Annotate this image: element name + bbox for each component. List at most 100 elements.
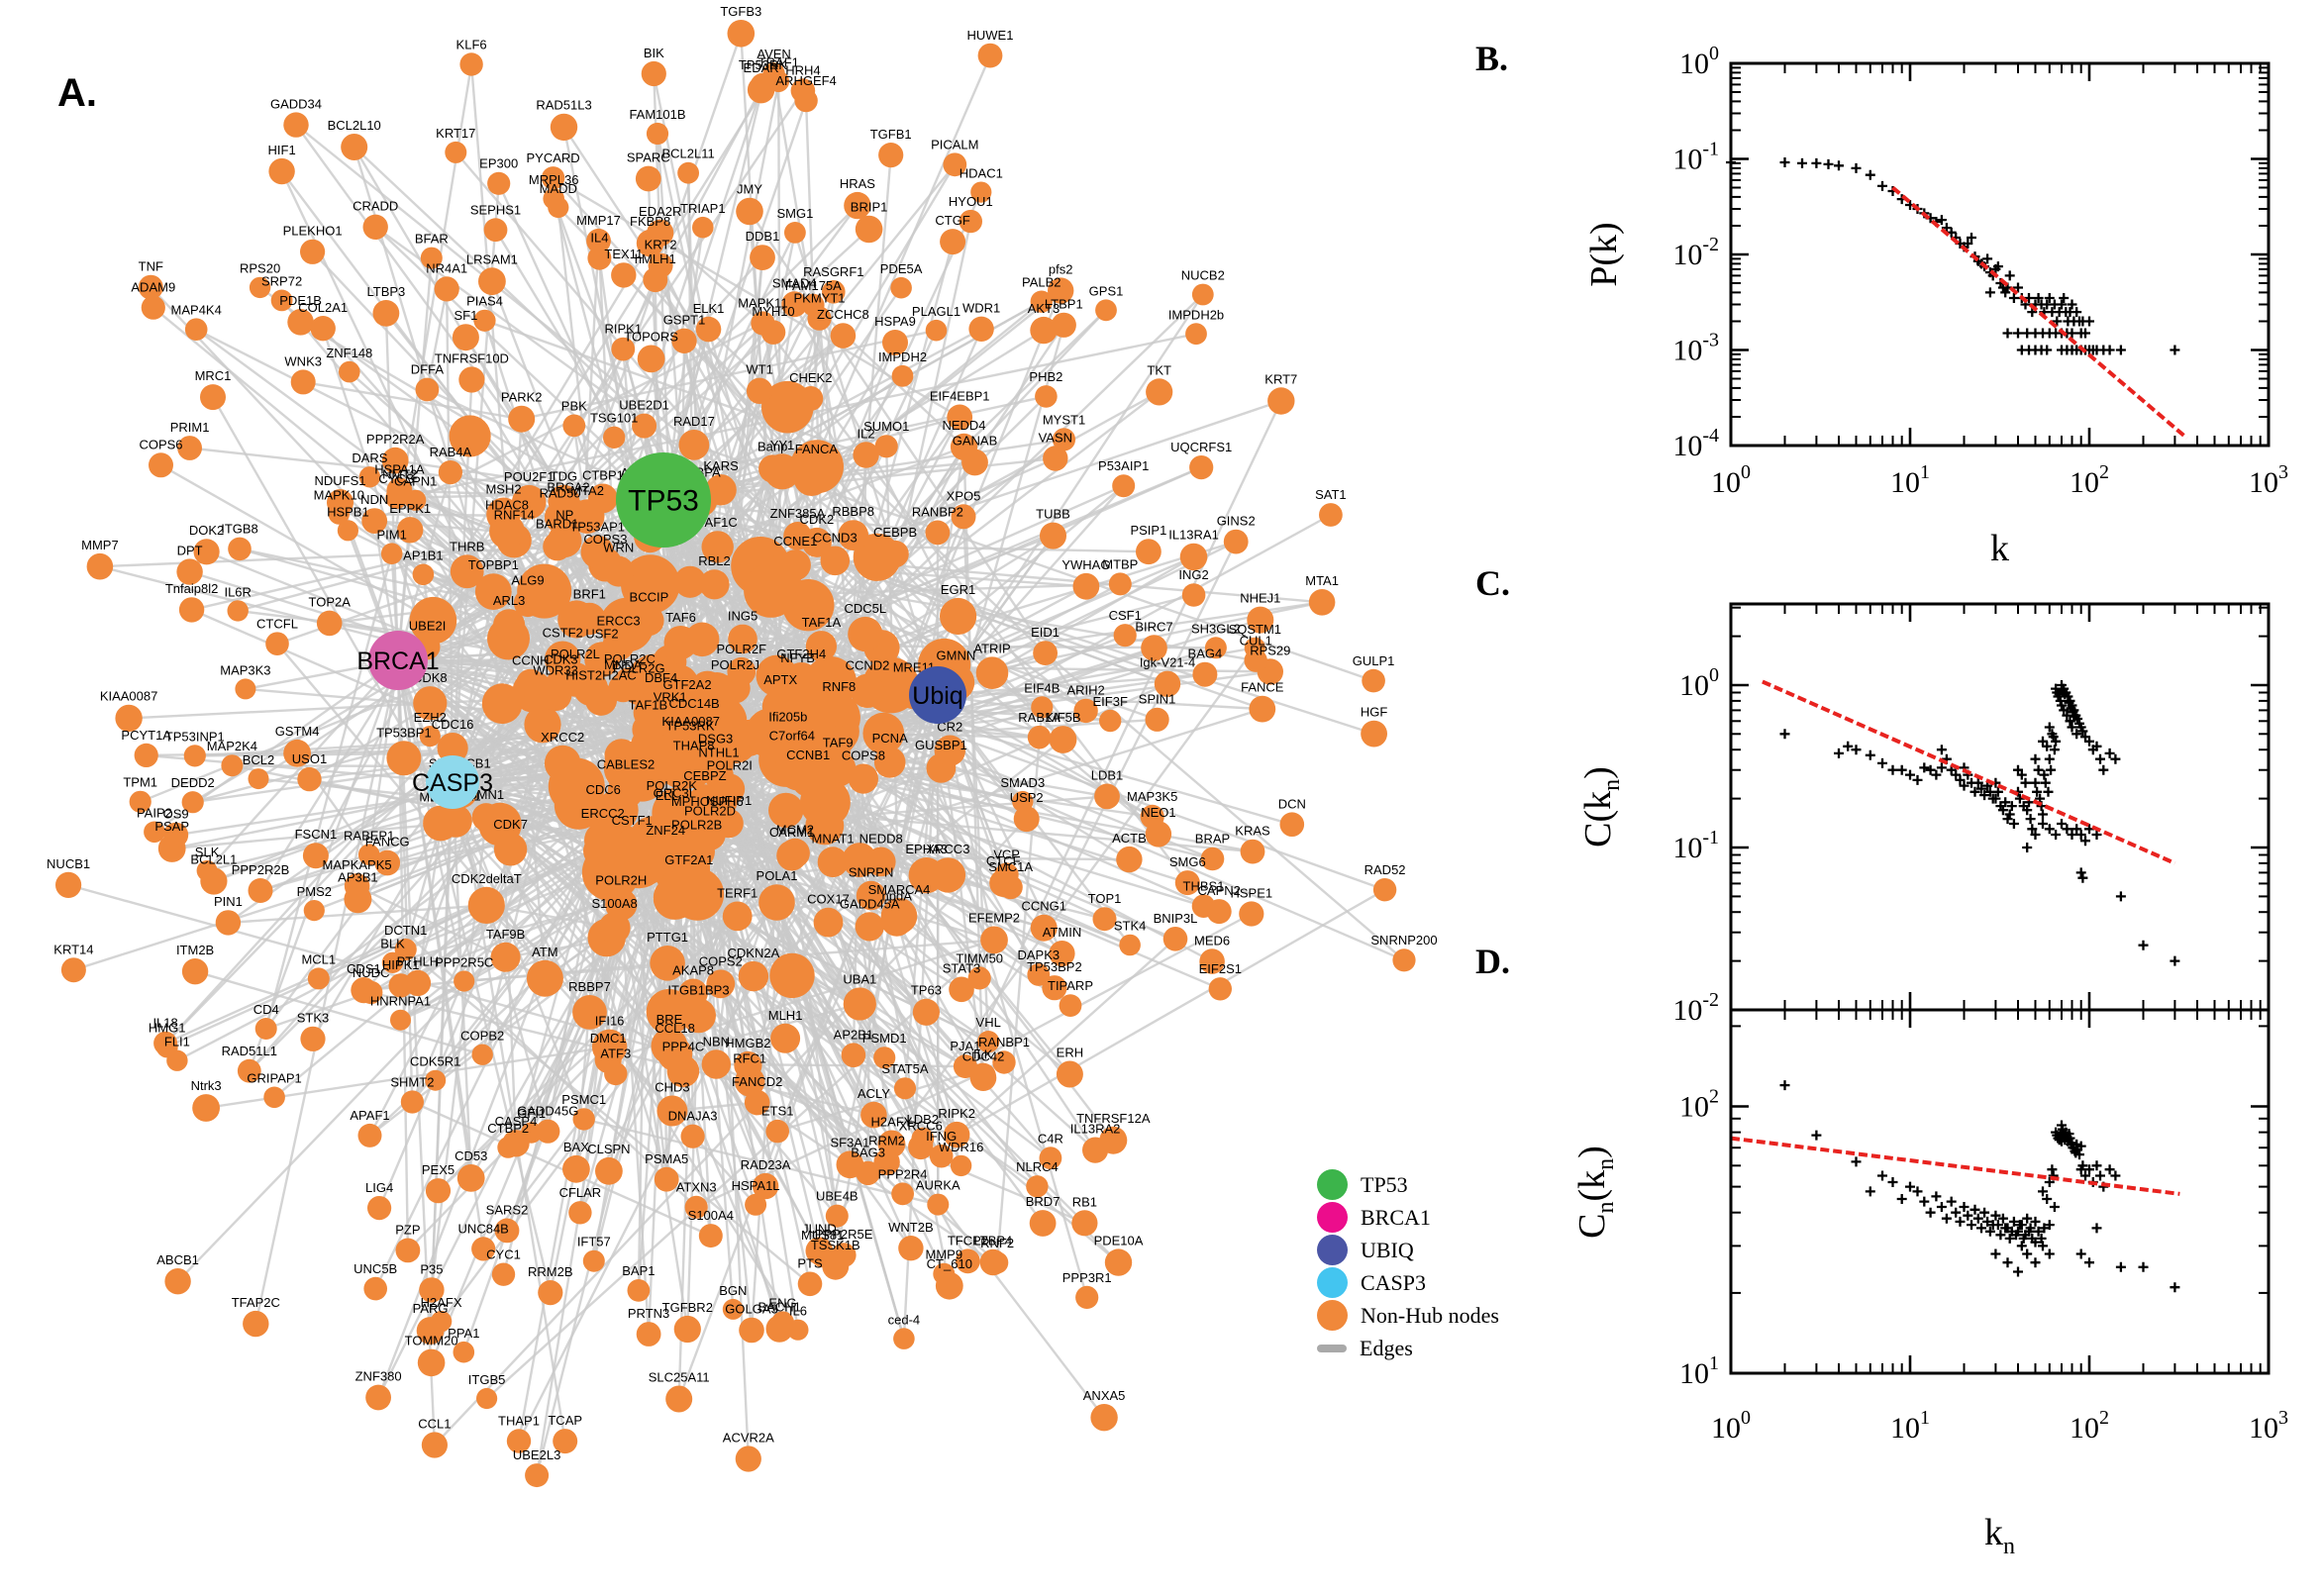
node-label: PTS [797,1256,823,1271]
node-label: PLEKHO1 [283,224,343,239]
node-label: CTCFL [256,617,298,632]
network-node [637,345,665,373]
node-label: SMG6 [1169,854,1206,869]
node-label: GSPT1 [663,313,706,328]
network-node [584,642,620,677]
node-label: POLR2B [671,818,722,833]
node-label: BIK [644,46,664,60]
network-node [1154,670,1181,697]
node-label: TP53RK [739,57,787,72]
node-label: MAP2K4 [207,739,257,753]
node-label: MLH1 [768,1008,803,1023]
legend-item: TP53 [1317,1168,1499,1201]
network-node [1240,839,1265,864]
node-swatch-icon [1317,1267,1348,1298]
network-node [491,1262,516,1286]
network-node [270,289,293,312]
network-node [506,1429,532,1453]
node-label: CDK7 [493,817,528,832]
network-node [930,857,966,893]
network-node [183,745,206,767]
hub-node-ubiq [909,666,966,724]
node-label: TRAF1 [758,54,799,69]
network-node [911,1127,935,1150]
node-label: CEBPB [873,525,917,540]
node-label: LTBP4 [974,1234,1013,1248]
node-label: NMT2 [382,466,417,481]
node-swatch-icon [1317,1202,1348,1233]
network-node [1108,572,1132,596]
node-label: PHB2 [1029,369,1062,384]
node-label: TPM1 [123,775,157,790]
network-node [977,43,1003,68]
node-label: BAX [563,1140,589,1154]
node-label: TGFB1 [870,127,912,142]
node-label: EPHA3 [905,842,948,856]
node-label: CDC16 [432,717,474,732]
node-label: WDR33 [533,663,578,678]
node-label: CSF1 [1109,608,1142,623]
network-node [673,1315,701,1344]
network-node [221,754,244,777]
network-node [992,1050,1016,1074]
network-node [727,20,756,48]
network-node [949,976,974,1003]
network-node [925,319,948,342]
node-label: P35 [420,1261,443,1276]
node-label: BCCIP [630,590,669,605]
node-label: CARM1 [769,825,815,840]
node-label: POLR2J [711,657,759,672]
network-node [1319,503,1343,527]
node-label: MED6 [1194,933,1230,948]
network-node [632,413,657,439]
node-label: PJA1 [950,1039,980,1053]
network-node [1362,668,1385,693]
network-node [450,554,484,589]
node-label: SNRPN [849,865,894,880]
node-label: TNF [139,259,163,274]
network-node [1113,624,1137,648]
panel-label-b: B. [1475,39,1509,78]
network-node [873,1148,900,1176]
node-label: PPP2R5E [815,1227,873,1242]
network-node [544,745,581,782]
node-label: ZNF385A [770,506,826,521]
node-label: HSPB1 [327,504,369,519]
network-node [943,152,967,177]
network-node [372,300,400,327]
network-node [678,430,710,460]
plot-frame [1729,61,2271,448]
node-label: PBK [561,399,587,414]
network-node [1249,695,1276,723]
axis-label: Cn(kn) [1571,1146,1619,1239]
node-label: ENG [768,1295,796,1310]
node-label: ATMIN [1043,925,1081,940]
node-label: MAPK10 [314,487,364,502]
network-node [1071,1210,1098,1237]
tick-label: 102 [1679,1085,1719,1123]
network-node [927,1193,950,1216]
node-label: XRCC6 [899,1119,943,1134]
network-node [86,552,114,580]
network-node [1191,283,1214,306]
node-label: CABLES2 [597,756,656,771]
network-node [734,1050,762,1080]
network-node [1051,312,1076,338]
network-node [607,772,645,809]
node-label: RNF8 [822,679,856,694]
network-node [381,951,404,973]
network-node [1206,899,1232,925]
network-node [979,1248,1007,1276]
network-node [516,668,546,698]
network-node [820,546,851,576]
node-label: DNAJA3 [668,1109,718,1124]
hub-node-brca1 [368,631,428,690]
legend-item-label: TP53 [1361,1171,1408,1197]
legend-item: CASP3 [1317,1266,1499,1299]
node-label: BRAP [1195,832,1230,847]
node-label: PSMC1 [561,1092,606,1107]
node-label: POLR2H [595,872,647,887]
network-node [445,141,467,163]
node-label: RBBP8 [832,504,874,519]
node-label: RANBP1 [978,1035,1030,1049]
